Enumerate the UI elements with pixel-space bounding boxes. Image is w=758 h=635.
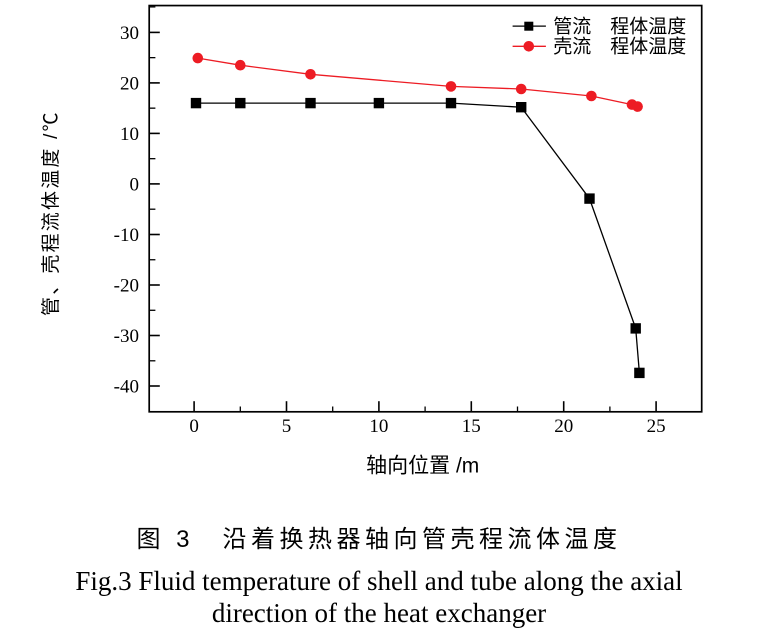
svg-text:20: 20 [554,416,573,437]
svg-text:壳流 程体温度: 壳流 程体温度 [553,36,686,58]
svg-text:10: 10 [120,124,139,145]
svg-text:15: 15 [462,416,481,437]
svg-text:-40: -40 [114,377,139,398]
svg-text:20: 20 [120,74,139,95]
svg-text:管流 程体温度: 管流 程体温度 [553,15,686,37]
svg-text:-30: -30 [114,326,139,347]
svg-text:-10: -10 [114,225,139,246]
svg-text:0: 0 [189,416,199,437]
svg-text:10: 10 [369,416,388,437]
svg-text:5: 5 [282,416,292,437]
svg-text:0: 0 [130,175,140,196]
svg-text:-20: -20 [114,276,139,297]
svg-text:25: 25 [647,416,666,437]
svg-text:30: 30 [120,23,139,44]
svg-text:轴向位置 /m: 轴向位置 /m [366,455,479,478]
